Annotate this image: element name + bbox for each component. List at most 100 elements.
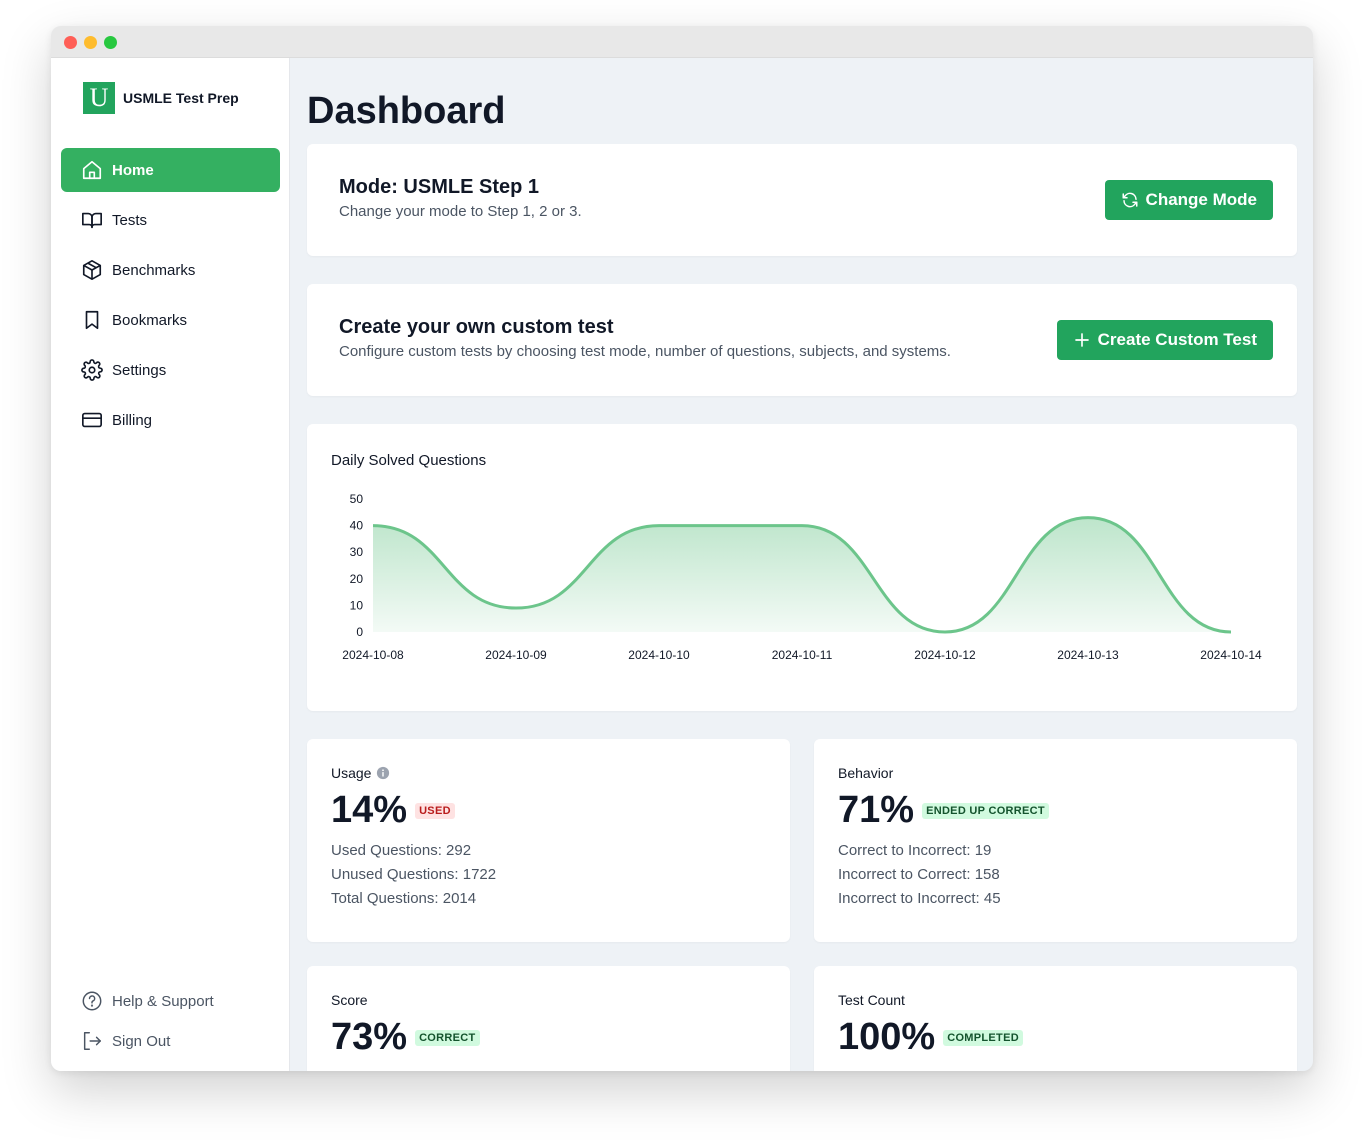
score-value-row: 73% CORRECT (331, 1016, 480, 1059)
data-point[interactable] (653, 520, 665, 532)
behavior-value-row: 71% ENDED UP CORRECT (838, 789, 1049, 832)
usage-value-row: 14% USED (331, 789, 455, 832)
x-tick-label: 2024-10-11 (772, 648, 833, 662)
sidebar-item-label: Home (112, 161, 154, 179)
usage-details: Used Questions: 292 Unused Questions: 17… (331, 839, 496, 911)
behavior-card: Behavior 71% ENDED UP CORRECT Correct to… (814, 739, 1297, 942)
test-count-badge: COMPLETED (943, 1029, 1023, 1046)
total-questions: Total Questions: 2014 (331, 890, 477, 907)
sidebar-item-benchmarks[interactable]: Benchmarks (61, 248, 280, 292)
credit-card-icon (82, 412, 102, 428)
sidebar-item-bookmarks[interactable]: Bookmarks (61, 298, 280, 342)
correct-to-incorrect: Correct to Incorrect: 19 (838, 842, 992, 859)
book-open-icon (82, 212, 102, 229)
sidebar-item-label: Bookmarks (112, 311, 188, 329)
unused-questions: Unused Questions: 1722 (331, 866, 497, 883)
data-point[interactable] (367, 520, 379, 532)
info-icon[interactable] (376, 766, 390, 780)
y-tick-label: 10 (350, 598, 364, 612)
x-tick-label: 2024-10-08 (342, 648, 404, 662)
score-card: Score 73% CORRECT (307, 966, 790, 1071)
usage-badge: USED (415, 802, 455, 819)
data-point[interactable] (1082, 512, 1094, 524)
y-tick-label: 40 (350, 519, 364, 533)
bookmark-icon (85, 310, 99, 330)
behavior-badge: ENDED UP CORRECT (922, 802, 1049, 819)
custom-test-card: Create your own custom test Configure cu… (307, 284, 1297, 396)
usage-value: 14% (331, 789, 408, 831)
score-value: 73% (331, 1016, 408, 1058)
used-questions: Used Questions: 292 (331, 842, 472, 859)
custom-test-subtitle: Configure custom tests by choosing test … (339, 343, 951, 360)
create-custom-test-button[interactable]: Create Custom Test (1056, 320, 1273, 360)
main-content: Dashboard Mode: USMLE Step 1 Change your… (307, 58, 1297, 1071)
sidebar-item-label: Tests (112, 211, 148, 229)
mode-title: Mode: USMLE Step 1 (339, 176, 540, 198)
sign-out-link[interactable]: Sign Out (61, 1021, 280, 1061)
usage-card: Usage 14% USED Used Questions: 292 Unuse… (307, 739, 790, 942)
behavior-value: 71% (838, 789, 915, 831)
sidebar-item-label: Benchmarks (112, 261, 196, 279)
daily-solved-chart: 0 10 20 30 40 50 2024-10-08 2024-10-09 2024-10-1… (342, 492, 1262, 662)
sidebar-item-home[interactable]: Home (61, 148, 280, 192)
daily-solved-chart-card: Daily Solved Questions 0 10 20 30 40 50 2024-1… (307, 424, 1297, 711)
y-tick-label: 0 (356, 625, 363, 639)
change-mode-button[interactable]: Change Mode (1104, 180, 1273, 220)
y-tick-label: 20 (350, 572, 364, 586)
x-tick-label: 2024-10-14 (1200, 648, 1262, 662)
series-area (373, 517, 1231, 632)
score-label: Score (331, 992, 368, 1008)
sidebar-bottom: Help & Support Sign Out (61, 981, 280, 1061)
score-label-row: Score (331, 992, 368, 1008)
score-badge: CORRECT (415, 1029, 480, 1046)
help-support-link[interactable]: Help & Support (61, 981, 280, 1021)
x-tick-label: 2024-10-12 (914, 648, 976, 662)
window-titlebar (51, 26, 1313, 58)
brand[interactable]: U USMLE Test Prep (83, 82, 239, 114)
behavior-label-row: Behavior (838, 765, 893, 781)
sign-out-icon (83, 1032, 101, 1050)
data-point[interactable] (510, 602, 522, 614)
home-icon (82, 160, 102, 180)
x-tick-label: 2024-10-10 (628, 648, 690, 662)
behavior-details: Correct to Incorrect: 19 Incorrect to Co… (838, 839, 1001, 911)
minimize-window-button[interactable] (84, 36, 97, 49)
test-count-label-row: Test Count (838, 992, 905, 1008)
sidebar-item-label: Settings (112, 361, 167, 379)
data-point[interactable] (939, 626, 951, 638)
incorrect-to-incorrect: Incorrect to Incorrect: 45 (838, 890, 1001, 907)
y-tick-label: 50 (350, 492, 364, 506)
brand-logo: U (83, 82, 115, 114)
help-support-label: Help & Support (112, 992, 214, 1010)
test-count-label: Test Count (838, 992, 905, 1008)
incorrect-to-correct: Incorrect to Correct: 158 (838, 866, 1000, 883)
change-mode-label: Change Mode (1145, 190, 1257, 209)
brand-name: USMLE Test Prep (123, 90, 239, 106)
app-window: U USMLE Test Prep Home Tests Benchmarks … (51, 26, 1313, 1071)
usage-label: Usage (331, 765, 372, 781)
mode-card: Mode: USMLE Step 1 Change your mode to S… (307, 144, 1297, 256)
sidebar-item-settings[interactable]: Settings (61, 348, 280, 392)
custom-test-title: Create your own custom test (339, 316, 614, 338)
behavior-label: Behavior (838, 765, 894, 781)
sidebar-nav: Home Tests Benchmarks Bookmarks Settings… (61, 148, 280, 448)
maximize-window-button[interactable] (104, 36, 117, 49)
data-point[interactable] (1225, 626, 1237, 638)
sidebar-item-tests[interactable]: Tests (61, 198, 280, 242)
y-tick-label: 30 (350, 545, 364, 559)
create-custom-test-label: Create Custom Test (1097, 330, 1257, 349)
chart-title: Daily Solved Questions (331, 452, 487, 469)
sidebar-item-label: Billing (112, 411, 153, 429)
sign-out-label: Sign Out (112, 1032, 171, 1050)
test-count-value-row: 100% COMPLETED (838, 1016, 1023, 1059)
test-count-value: 100% (838, 1016, 936, 1058)
refresh-icon (1122, 192, 1138, 208)
close-window-button[interactable] (64, 36, 77, 49)
page-title: Dashboard (307, 90, 506, 132)
gear-icon (81, 359, 103, 381)
x-tick-label: 2024-10-09 (485, 648, 547, 662)
sidebar: U USMLE Test Prep Home Tests Benchmarks … (51, 58, 290, 1071)
help-circle-icon (82, 991, 102, 1011)
sidebar-item-billing[interactable]: Billing (61, 398, 280, 442)
data-point[interactable] (796, 520, 808, 532)
